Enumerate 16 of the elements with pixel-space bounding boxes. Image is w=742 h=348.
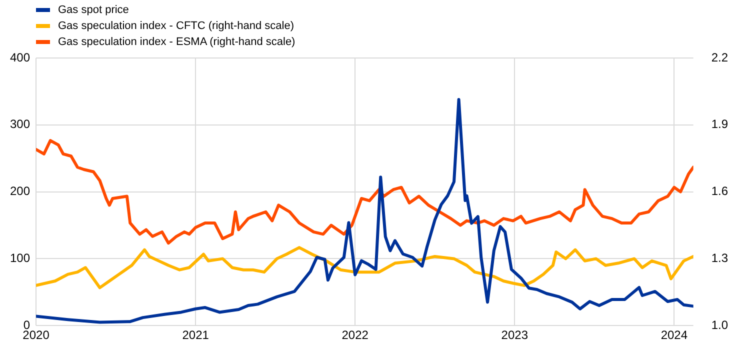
x-tick-label: 2022 [342,328,369,342]
y2-tick-label: 1.6 [711,184,728,198]
x-tick-label: 2021 [182,328,210,342]
y-tick-label: 100 [10,251,30,266]
legend-label: Gas speculation index - CFTC (right-hand scale) [58,19,294,34]
legend-label: Gas spot price [58,3,129,18]
y2-tick-label: 2.2 [711,50,728,64]
y2-tick-label: 1.3 [711,251,728,266]
legend-label: Gas speculation index - ESMA (right-hand scale) [58,35,296,50]
y2-tick-label: 1.0 [711,318,728,332]
y-tick-label: 200 [10,184,30,198]
x-tick-label: 2024 [660,328,688,342]
y-tick-label: 300 [10,117,30,132]
x-tick-label: 2023 [501,328,528,342]
y2-tick-label: 1.9 [711,117,728,132]
y-tick-label: 400 [10,50,30,64]
